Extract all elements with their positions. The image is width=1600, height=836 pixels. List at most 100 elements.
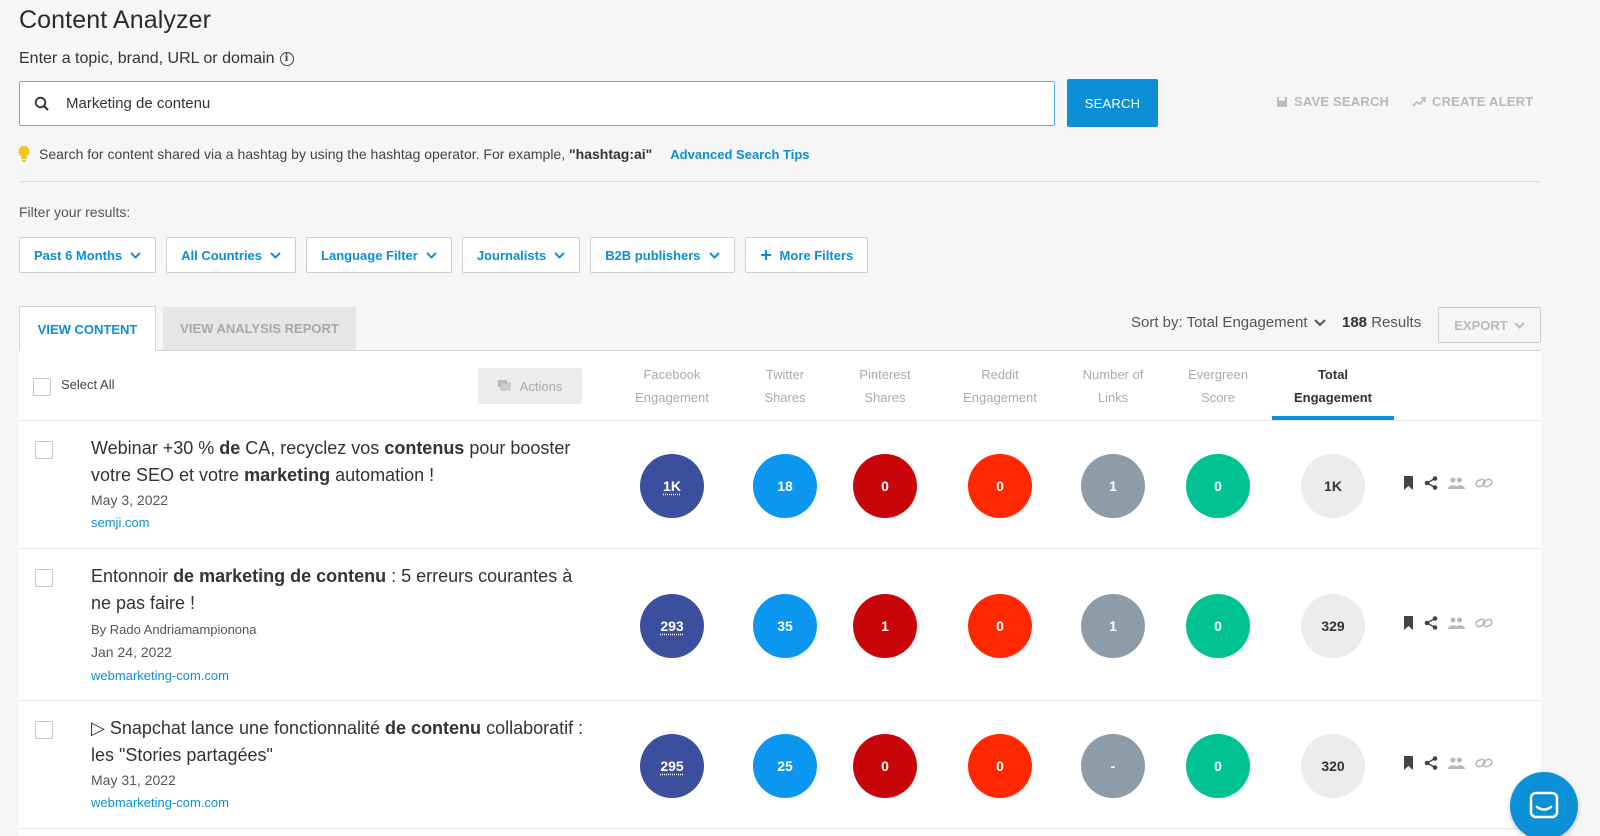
filter-label-text: All Countries (181, 247, 263, 263)
chevron-down-icon (270, 251, 281, 259)
advanced-search-tips-link[interactable]: Advanced Search Tips (670, 146, 810, 162)
article-title[interactable]: Webinar +30 % de CA, recyclez vos conten… (91, 438, 571, 485)
tab-view-content[interactable]: VIEW CONTENT (19, 306, 156, 351)
pinterest-shares-value: 0 (853, 734, 917, 798)
twitter-shares-value: 18 (753, 454, 817, 518)
table-row: Webinar +30 % de CA, recyclez vos conten… (19, 421, 1541, 549)
share-icon[interactable] (1424, 616, 1438, 630)
table-header: Select All Actions Facebook Engagement Tw… (19, 351, 1541, 421)
col-evergreen-score[interactable]: Evergreen Score (1188, 367, 1248, 405)
save-search-label: SAVE SEARCH (1294, 94, 1390, 109)
number-of-links-value[interactable]: 1 (1081, 454, 1145, 518)
bookmark-icon[interactable] (1403, 476, 1414, 490)
number-of-links-value[interactable]: - (1081, 734, 1145, 798)
col-reddit-engagement[interactable]: Reddit Engagement (963, 367, 1037, 405)
trend-icon (1412, 96, 1426, 107)
link-icon[interactable] (1475, 477, 1493, 489)
more-filters-button[interactable]: More Filters (744, 237, 869, 273)
stack-icon (497, 380, 511, 391)
filter-label-text: B2B publishers (605, 247, 701, 263)
people-icon[interactable] (1448, 477, 1465, 489)
facebook-engagement-value[interactable]: 293 (640, 594, 704, 658)
evergreen-score-value: 0 (1186, 734, 1250, 798)
select-all-checkbox[interactable] (33, 378, 51, 396)
info-icon[interactable]: i (279, 52, 294, 66)
article-title[interactable]: Entonnoir de marketing de contenu : 5 er… (91, 566, 573, 613)
col-total-engagement[interactable]: Total Engagement (1293, 367, 1373, 405)
search-input[interactable] (66, 95, 966, 112)
evergreen-score-value: 0 (1186, 594, 1250, 658)
share-icon[interactable] (1424, 756, 1438, 770)
chat-icon (1529, 791, 1559, 819)
search-box[interactable] (19, 81, 1055, 126)
reddit-engagement-value: 0 (968, 594, 1032, 658)
col-twitter-shares[interactable]: Twitter Shares (764, 367, 806, 405)
chevron-down-icon (708, 251, 720, 259)
article-domain[interactable]: semji.com (91, 515, 150, 530)
select-all-label: Select All (61, 377, 115, 392)
bulb-icon (18, 146, 30, 162)
search-label: Enter a topic, brand, URL or domain i (19, 50, 294, 68)
chevron-down-icon (130, 251, 141, 259)
page-title: Content Analyzer (19, 6, 211, 34)
row-checkbox[interactable] (35, 441, 53, 459)
filter-label-text: Language Filter (321, 247, 418, 263)
row-checkbox[interactable] (35, 569, 53, 587)
link-icon[interactable] (1475, 617, 1493, 629)
search-button[interactable]: SEARCH (1067, 79, 1158, 127)
export-button[interactable]: EXPORT (1438, 307, 1541, 343)
col-facebook-engagement[interactable]: Facebook Engagement (635, 367, 709, 405)
more-filters-label: More Filters (779, 247, 854, 263)
search-label-text: Enter a topic, brand, URL or domain (19, 50, 275, 67)
filter-countries[interactable]: All Countries (166, 237, 297, 273)
row-actions (1403, 616, 1493, 630)
col-number-of-links[interactable]: Number of Links (1082, 367, 1144, 405)
tab-view-analysis-report[interactable]: VIEW ANALYSIS REPORT (163, 307, 356, 350)
filter-b2b-publishers[interactable]: B2B publishers (590, 237, 735, 273)
save-icon (1277, 96, 1287, 107)
col-pinterest-shares[interactable]: Pinterest Shares (859, 367, 911, 405)
people-icon[interactable] (1448, 617, 1465, 629)
actions-label: Actions (519, 378, 563, 394)
article-domain[interactable]: webmarketing-com.com (91, 795, 229, 810)
total-engagement-value: 320 (1301, 734, 1365, 798)
bookmark-icon[interactable] (1403, 756, 1414, 770)
chevron-down-icon (1313, 318, 1326, 326)
share-icon[interactable] (1424, 476, 1438, 490)
article-date: Jan 24, 2022 (91, 644, 172, 660)
article-date: May 31, 2022 (91, 772, 176, 788)
divider (19, 181, 1541, 182)
article-title[interactable]: ▷ Snapchat lance une fonctionnalité de c… (91, 718, 584, 765)
link-icon[interactable] (1475, 757, 1493, 769)
results-count: 188 Results (1342, 314, 1422, 331)
article-date: May 3, 2022 (91, 492, 169, 508)
reddit-engagement-value: 0 (968, 454, 1032, 518)
sort-dropdown[interactable]: Sort by: Total Engagement (1131, 314, 1326, 331)
filter-journalists[interactable]: Journalists (461, 237, 581, 273)
bookmark-icon[interactable] (1403, 616, 1414, 630)
plus-icon (760, 250, 771, 260)
filter-label-text: Past 6 Months (34, 247, 123, 263)
sort-label: Sort by: Total Engagement (1131, 314, 1308, 331)
article-domain[interactable]: webmarketing-com.com (91, 668, 229, 683)
facebook-engagement-value[interactable]: 1K (640, 454, 704, 518)
number-of-links-value[interactable]: 1 (1081, 594, 1145, 658)
table-row: Entonnoir de marketing de contenu : 5 er… (19, 549, 1541, 701)
filter-bar: Past 6 Months All Countries Language Fil… (19, 237, 869, 273)
search-icon (20, 96, 64, 112)
facebook-engagement-value[interactable]: 295 (640, 734, 704, 798)
total-engagement-value: 329 (1301, 594, 1365, 658)
filter-time-range[interactable]: Past 6 Months (19, 237, 157, 273)
article-author: By Rado Andriamampionona (91, 622, 257, 637)
create-alert-button[interactable]: CREATE ALERT (1412, 94, 1533, 109)
row-checkbox[interactable] (35, 721, 53, 739)
actions-button[interactable]: Actions (478, 368, 582, 404)
filter-language[interactable]: Language Filter (306, 237, 452, 273)
people-icon[interactable] (1448, 757, 1465, 769)
active-sort-indicator (1272, 416, 1394, 420)
results-table: Select All Actions Facebook Engagement Tw… (19, 350, 1541, 836)
chat-launcher-button[interactable] (1510, 772, 1578, 836)
export-label: EXPORT (1454, 317, 1508, 333)
row-actions (1403, 476, 1493, 490)
save-search-button[interactable]: SAVE SEARCH (1276, 94, 1389, 109)
